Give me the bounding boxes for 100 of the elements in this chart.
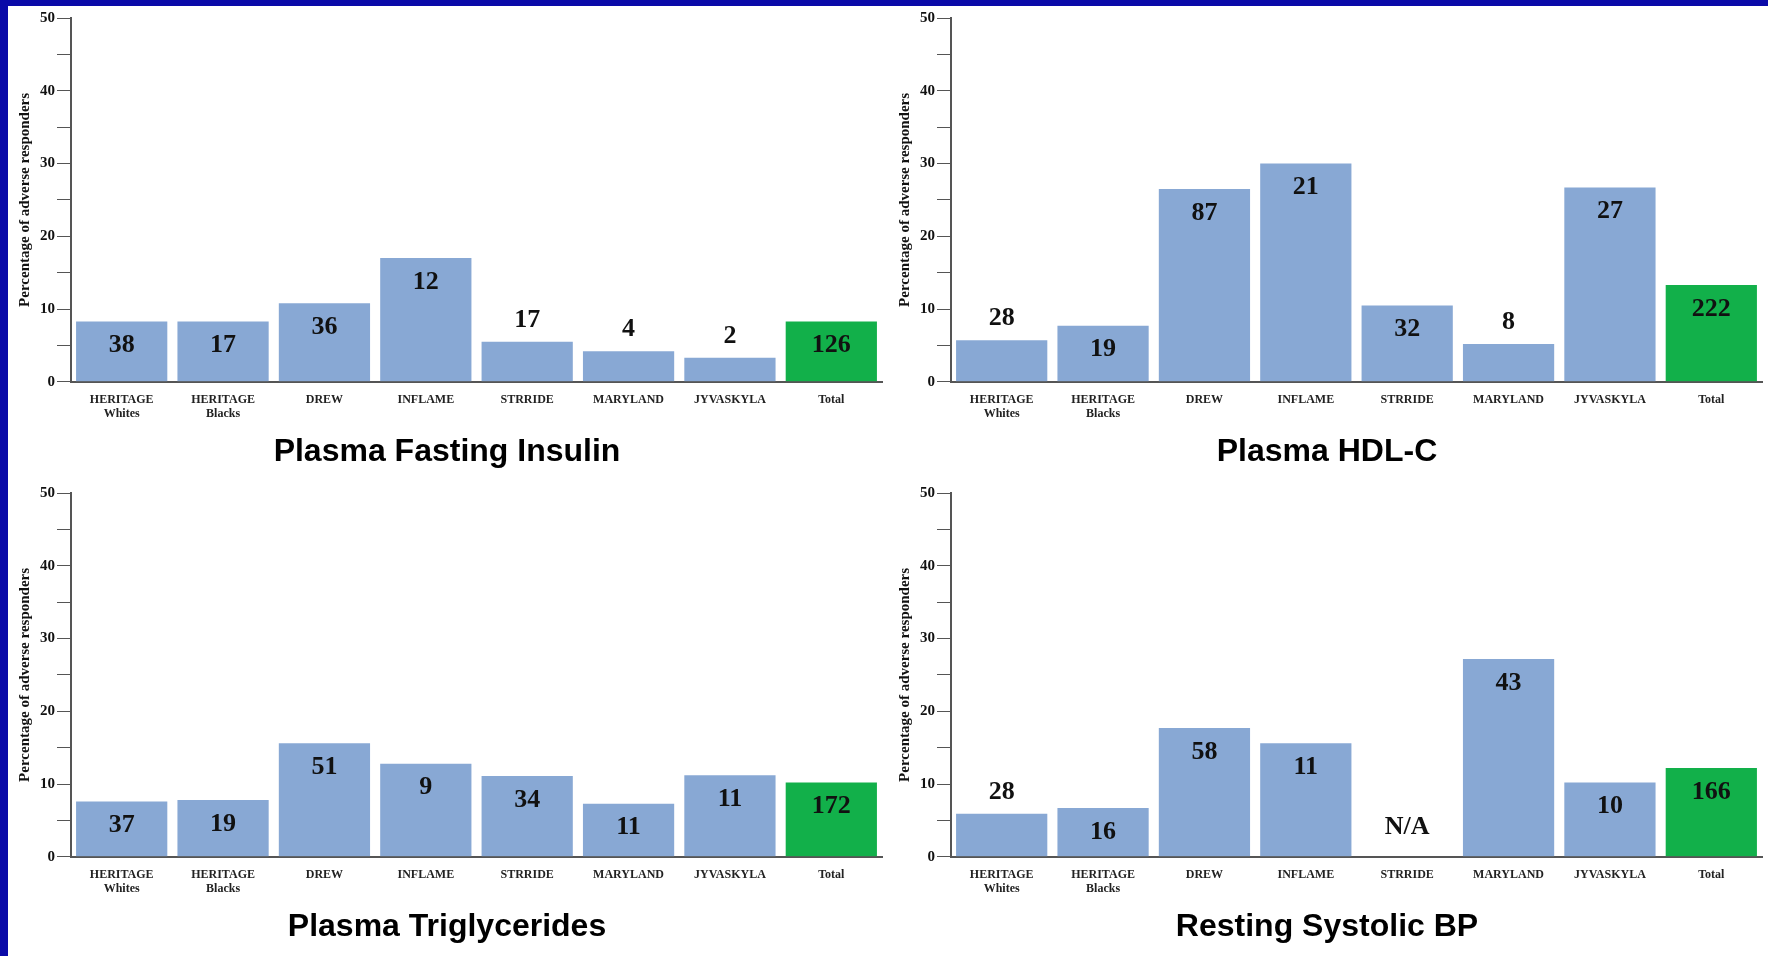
- x-tick-label: INFLAME: [397, 867, 455, 882]
- annotation: 8: [1502, 305, 1516, 335]
- bar: [76, 801, 168, 857]
- bar: [956, 813, 1048, 857]
- x-tick-label: HERITAGE Whites: [89, 867, 154, 896]
- x-tick-label: HERITAGE Blacks: [191, 867, 255, 896]
- x-tick-label: DREW: [305, 867, 344, 882]
- x-tick-label: HERITAGE Whites: [969, 867, 1034, 896]
- y-tick-label: 0: [47, 372, 55, 389]
- bar: [278, 743, 371, 857]
- bar: [1361, 305, 1453, 382]
- y-axis-title: Percentage of adverse responders: [15, 92, 32, 307]
- y-tick-label: 50: [40, 8, 55, 25]
- y-tick-label: 20: [920, 227, 935, 244]
- annotation: 27: [1596, 195, 1623, 225]
- bar: [1564, 187, 1656, 382]
- bar: [481, 341, 573, 382]
- y-tick-label: 0: [927, 372, 935, 389]
- annotation: 17: [514, 303, 541, 333]
- y-axis-title: Percentage of adverse responders: [895, 567, 912, 782]
- annotation: 37: [108, 809, 135, 839]
- y-tick-label: 40: [920, 81, 935, 98]
- bar: [481, 776, 573, 857]
- bar: [1158, 188, 1251, 382]
- x-tick-label: INFLAME: [397, 392, 455, 407]
- x-tick-label: Total: [818, 392, 846, 407]
- y-tick-label: 10: [920, 299, 935, 316]
- bar: [684, 775, 776, 857]
- bar: [1057, 325, 1149, 382]
- annotation: 36: [311, 310, 338, 340]
- annotation: 172: [811, 790, 851, 820]
- annotation: 10: [1596, 790, 1623, 820]
- annotation: 2: [723, 319, 737, 349]
- text: Plasma HDL-C: [1216, 431, 1438, 468]
- y-tick-label: 20: [920, 702, 935, 719]
- x-tick-label: STRRIDE: [500, 867, 554, 882]
- x-tick-label: STRRIDE: [500, 392, 554, 407]
- bar: [785, 321, 877, 382]
- y-tick-label: 10: [40, 774, 55, 791]
- y-axis-title: Percentage of adverse responders: [895, 92, 912, 307]
- y-tick-label: 10: [40, 299, 55, 316]
- x-tick-label: DREW: [305, 392, 344, 407]
- bar: [177, 800, 269, 857]
- x-tick-label: MARYLAND: [1473, 392, 1545, 407]
- bar: [1158, 728, 1251, 857]
- annotation: 58: [1191, 735, 1218, 765]
- y-tick-label: 40: [40, 556, 55, 573]
- y-tick-label: 30: [920, 629, 935, 646]
- x-tick-label: MARYLAND: [593, 392, 665, 407]
- bar: [582, 803, 675, 857]
- y-tick-label: 50: [40, 483, 55, 500]
- x-tick-label: JYVASKYLA: [694, 392, 767, 407]
- x-tick-label: DREW: [1185, 867, 1224, 882]
- text: Resting Systolic BP: [1175, 906, 1479, 943]
- y-tick-label: 40: [920, 556, 935, 573]
- x-tick-label: JYVASKYLA: [1574, 867, 1647, 882]
- annotation: 51: [311, 751, 338, 781]
- annotation: 28: [988, 302, 1015, 332]
- annotation: 4: [622, 312, 636, 342]
- bar: [1564, 782, 1656, 857]
- annotation: 34: [514, 783, 541, 813]
- y-tick-label: 20: [40, 702, 55, 719]
- x-tick-label: STRRIDE: [1380, 867, 1434, 882]
- y-tick-label: 10: [920, 774, 935, 791]
- x-tick-label: MARYLAND: [1473, 867, 1545, 882]
- bar: [582, 351, 675, 382]
- bar: [1462, 343, 1555, 382]
- annotation: 9: [419, 771, 433, 801]
- bar: [380, 763, 472, 857]
- x-tick-label: HERITAGE Blacks: [1071, 867, 1135, 896]
- y-tick-label: 30: [40, 154, 55, 171]
- x-tick-label: HERITAGE Whites: [89, 392, 154, 421]
- x-tick-label: JYVASKYLA: [694, 867, 767, 882]
- annotation: 17: [210, 329, 237, 359]
- annotation: 12: [412, 265, 439, 295]
- bar: [785, 782, 877, 857]
- x-tick-label: INFLAME: [1277, 392, 1335, 407]
- annotation: 222: [1691, 292, 1731, 322]
- bar: [956, 340, 1048, 382]
- annotation: 87: [1191, 196, 1218, 226]
- annotation: 11: [717, 783, 743, 813]
- x-tick-label: HERITAGE Blacks: [1071, 392, 1135, 421]
- annotation: 19: [210, 807, 237, 837]
- bar: [1057, 808, 1149, 857]
- bar: [177, 321, 269, 382]
- y-tick-label: 20: [40, 227, 55, 244]
- annotation: 11: [1293, 751, 1319, 781]
- y-tick-label: 50: [920, 8, 935, 25]
- bar: [1665, 768, 1757, 857]
- y-tick-label: 0: [47, 847, 55, 864]
- text: Plasma Triglycerides: [287, 906, 607, 943]
- x-tick-label: DREW: [1185, 392, 1224, 407]
- x-tick-label: HERITAGE Blacks: [191, 392, 255, 421]
- y-tick-label: 30: [920, 154, 935, 171]
- annotation: 28: [988, 775, 1015, 805]
- y-tick-label: 30: [40, 629, 55, 646]
- x-tick-label: INFLAME: [1277, 867, 1335, 882]
- annotation: 32: [1394, 313, 1421, 343]
- annotation: 166: [1691, 775, 1731, 805]
- annotation: 16: [1090, 815, 1117, 845]
